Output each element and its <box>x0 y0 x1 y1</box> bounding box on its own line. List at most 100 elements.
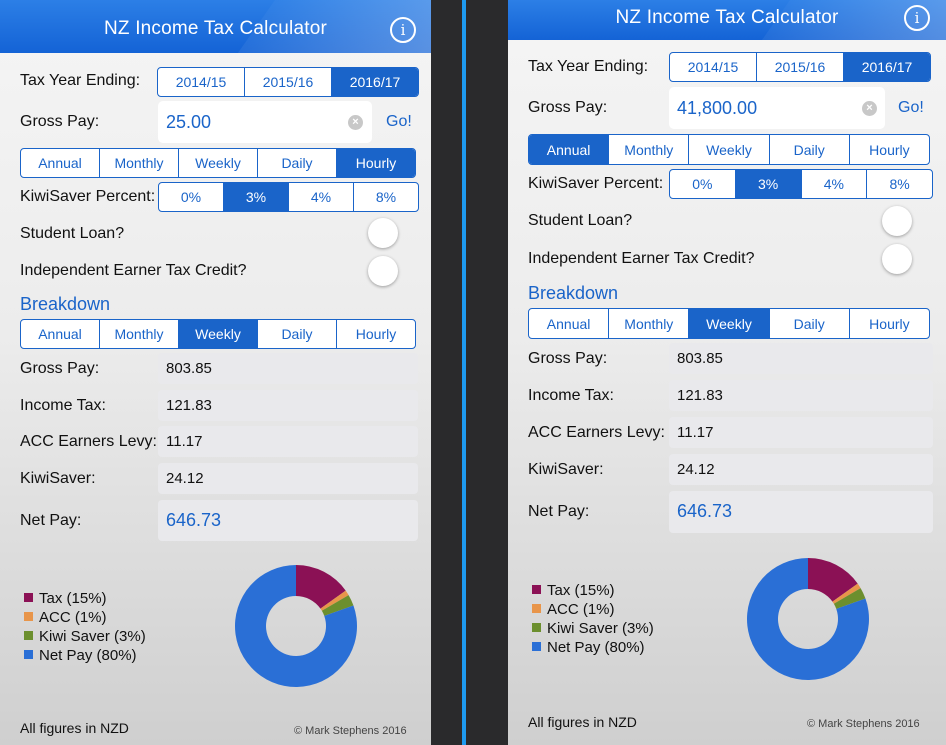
tax-year-option-selected[interactable]: 2016/17 <box>843 53 930 81</box>
info-icon[interactable]: i <box>904 5 930 31</box>
breakdown-donut-chart <box>747 558 869 680</box>
period-option[interactable]: Monthly <box>99 149 178 177</box>
period-option[interactable]: Annual <box>38 155 82 171</box>
kiwisaver-option[interactable]: 8% <box>353 183 418 211</box>
kiwisaver-option[interactable]: 0% <box>692 176 713 192</box>
breakdown-period-option[interactable]: Annual <box>38 326 82 342</box>
breakdown-period-option[interactable]: Daily <box>257 320 336 348</box>
kiwisaver-option-selected[interactable]: 3% <box>734 170 801 198</box>
breakdown-period-option[interactable]: Monthly <box>608 309 688 338</box>
go-button[interactable]: Go! <box>898 99 924 116</box>
legend-label: ACC (1%) <box>547 601 615 618</box>
app-title: NZ Income Tax Calculator <box>103 18 328 39</box>
student-loan-toggle[interactable] <box>368 218 398 248</box>
breakdown-acc-label: ACC Earners Levy: <box>20 433 157 450</box>
calculator-screen-right: NZ Income Tax Calculator i Tax Year Endi… <box>508 0 946 745</box>
input-period-selector: Annual Monthly Weekly Daily Hourly <box>528 134 930 165</box>
tax-year-label: Tax Year Ending: <box>528 58 649 75</box>
legend-swatch <box>24 593 33 602</box>
tax-year-option[interactable]: 2014/15 <box>687 59 739 75</box>
donut-slice-kiwi-saver <box>321 595 354 616</box>
footer-note: All figures in NZD <box>20 720 129 736</box>
kiwisaver-option-selected[interactable]: 3% <box>223 183 288 211</box>
kiwisaver-option[interactable]: 4% <box>800 170 867 198</box>
breakdown-gross-label: Gross Pay: <box>528 350 608 367</box>
input-period-selector: Annual Monthly Weekly Daily Hourly <box>20 148 416 178</box>
kiwisaver-option[interactable]: 4% <box>288 183 353 211</box>
title-bar: NZ Income Tax Calculator i <box>508 0 946 40</box>
breakdown-net-label: Net Pay: <box>20 512 82 529</box>
legend-label: Kiwi Saver (3%) <box>39 628 146 645</box>
gross-pay-input[interactable]: 25.00 × <box>158 101 372 143</box>
go-button[interactable]: Go! <box>386 113 412 130</box>
breakdown-gross-label: Gross Pay: <box>20 360 100 377</box>
breakdown-period-option-selected[interactable]: Weekly <box>688 309 769 338</box>
breakdown-income-tax-field: 121.83 <box>158 390 418 421</box>
donut-slice-kiwi-saver <box>833 588 866 609</box>
breakdown-kiwisaver-field: 24.12 <box>158 463 418 494</box>
legend-swatch <box>532 623 541 632</box>
period-option[interactable]: Daily <box>257 149 336 177</box>
breakdown-net-field: 646.73 <box>669 491 933 533</box>
breakdown-donut-chart <box>235 565 357 687</box>
legend-label: Kiwi Saver (3%) <box>547 620 654 637</box>
breakdown-income-tax-label: Income Tax: <box>20 397 106 414</box>
legend-item-net-pay: Net Pay (80%) <box>532 639 645 656</box>
breakdown-gross-field: 803.85 <box>669 343 933 374</box>
breakdown-period-option[interactable]: Monthly <box>99 320 178 348</box>
tax-year-option[interactable]: 2014/15 <box>175 74 227 90</box>
period-option[interactable]: Monthly <box>608 135 688 164</box>
breakdown-net-field: 646.73 <box>158 500 418 541</box>
kiwisaver-option[interactable]: 0% <box>180 189 202 205</box>
student-loan-label: Student Loan? <box>20 225 125 242</box>
breakdown-kiwisaver-label: KiwiSaver: <box>20 470 96 487</box>
donut-slice-acc <box>320 590 349 611</box>
breakdown-net-value: 646.73 <box>677 501 733 521</box>
clear-icon[interactable]: × <box>862 101 877 116</box>
donut-slice-net-pay <box>747 558 869 680</box>
gross-pay-input[interactable]: 41,800.00 × <box>669 87 885 129</box>
period-option-selected[interactable]: Annual <box>529 135 609 164</box>
gross-pay-label: Gross Pay: <box>20 113 100 130</box>
period-option[interactable]: Daily <box>768 135 849 164</box>
legend-item-tax: Tax (15%) <box>532 582 615 599</box>
period-option[interactable]: Hourly <box>848 135 929 164</box>
breakdown-period-option[interactable]: Hourly <box>848 309 929 338</box>
period-option-selected[interactable]: Hourly <box>336 149 415 177</box>
breakdown-period-option[interactable]: Hourly <box>336 320 415 348</box>
tax-year-selector: 2014/15 2015/16 2016/17 <box>669 52 931 82</box>
ietc-toggle[interactable] <box>882 244 912 274</box>
period-option[interactable]: Weekly <box>178 149 257 177</box>
breakdown-acc-label: ACC Earners Levy: <box>528 424 665 441</box>
student-loan-toggle[interactable] <box>882 206 912 236</box>
breakdown-period-selector: Annual Monthly Weekly Daily Hourly <box>20 319 416 349</box>
tax-year-selector: 2014/15 2015/16 2016/17 <box>157 67 419 97</box>
breakdown-period-option[interactable]: Daily <box>768 309 849 338</box>
breakdown-heading: Breakdown <box>528 283 619 303</box>
gross-pay-label: Gross Pay: <box>528 99 608 116</box>
breakdown-kiwisaver-value: 24.12 <box>677 461 715 478</box>
copyright: © Mark Stephens 2016 <box>807 718 920 730</box>
info-icon[interactable]: i <box>390 17 416 43</box>
tax-year-option[interactable]: 2015/16 <box>244 68 331 96</box>
title-bar: NZ Income Tax Calculator i <box>0 0 431 53</box>
breakdown-kiwisaver-field: 24.12 <box>669 454 933 485</box>
breakdown-gross-field: 803.85 <box>158 353 418 384</box>
period-option[interactable]: Weekly <box>688 135 768 164</box>
footer-note: All figures in NZD <box>528 714 637 730</box>
legend-label: Net Pay (80%) <box>39 647 137 664</box>
tax-year-option-selected[interactable]: 2016/17 <box>331 68 418 96</box>
breakdown-period-option-selected[interactable]: Weekly <box>178 320 257 348</box>
legend-label: Tax (15%) <box>39 590 107 607</box>
breakdown-gross-value: 803.85 <box>677 350 723 367</box>
ietc-toggle[interactable] <box>368 256 398 286</box>
calculator-screen-left: NZ Income Tax Calculator i Tax Year Endi… <box>0 0 431 745</box>
legend-label: ACC (1%) <box>39 609 107 626</box>
breakdown-heading: Breakdown <box>20 294 111 314</box>
donut-slice-tax <box>296 565 346 609</box>
tax-year-option[interactable]: 2015/16 <box>756 53 843 81</box>
kiwisaver-option[interactable]: 8% <box>866 170 932 198</box>
clear-icon[interactable]: × <box>348 115 363 130</box>
breakdown-period-option[interactable]: Annual <box>546 315 591 332</box>
breakdown-net-label: Net Pay: <box>528 503 590 520</box>
